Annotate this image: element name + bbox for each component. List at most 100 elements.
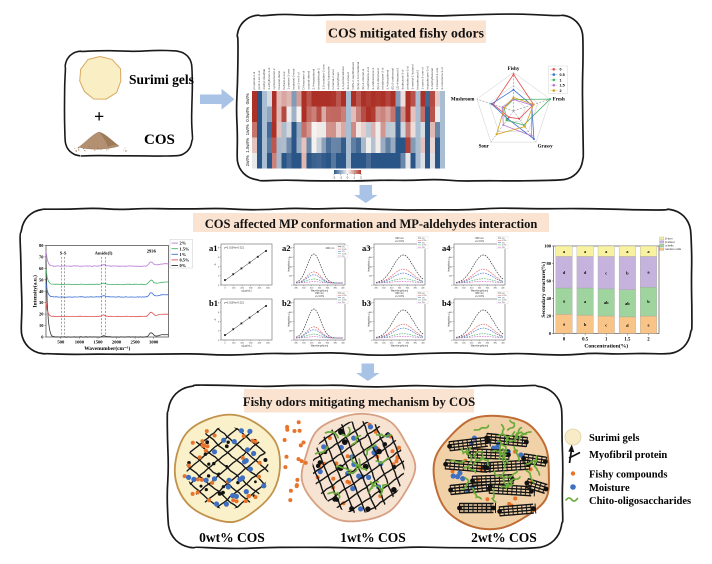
svg-text:b: b: [584, 322, 587, 327]
svg-text:300: 300: [302, 287, 306, 289]
svg-text:1wt%: 1wt%: [245, 124, 250, 135]
svg-text:0%: 0%: [502, 238, 505, 240]
svg-text:200: 200: [289, 331, 293, 333]
svg-text:0.5: 0.5: [560, 73, 565, 77]
svg-text:1.5: 1.5: [624, 338, 631, 343]
svg-text:2wt%: 2wt%: [245, 155, 250, 166]
svg-text:0.5%: 0.5%: [342, 249, 347, 251]
svg-text:b2: b2: [282, 298, 291, 308]
svg-text:0.5%: 0.5%: [422, 295, 427, 297]
svg-text:Wavelength(nm): Wavelength(nm): [391, 344, 409, 347]
svg-text:hexanal-diene: hexanal-diene: [277, 70, 281, 89]
svg-text:random coils: random coils: [665, 247, 681, 251]
svg-text:2: 2: [360, 176, 362, 180]
svg-text:0: 0: [218, 285, 220, 287]
svg-text:1.5%: 1.5%: [422, 300, 427, 302]
svg-text:200: 200: [369, 331, 373, 333]
svg-text:1.5%: 1.5%: [342, 254, 347, 256]
svg-text:3000: 3000: [149, 340, 159, 345]
svg-text:0.5%: 0.5%: [180, 258, 190, 263]
svg-text:cyclopentanol-2: cyclopentanol-2: [272, 68, 276, 89]
svg-text:6: 6: [218, 312, 220, 314]
svg-text:1%: 1%: [342, 251, 345, 253]
svg-text:1-hexanol-2-one: 1-hexanol-2-one: [435, 67, 439, 89]
svg-text:350 nm: 350 nm: [475, 291, 484, 295]
svg-text:a: a: [563, 249, 566, 254]
svg-text:y=0.0154x+0.021: y=0.0154x+0.021: [224, 246, 245, 250]
svg-text:340: 340: [318, 287, 322, 289]
svg-text:(Z)-4-heptenal-2: (Z)-4-heptenal-2: [396, 67, 400, 89]
svg-text:360: 360: [406, 287, 410, 289]
svg-text:360: 360: [326, 342, 330, 344]
svg-text:400: 400: [421, 287, 425, 289]
svg-text:80: 80: [39, 243, 44, 248]
svg-text:800: 800: [369, 248, 373, 250]
svg-text:Fishy odors mitigating mechani: Fishy odors mitigating mechanism by COS: [243, 395, 475, 409]
svg-text:Surimi gels: Surimi gels: [129, 72, 194, 87]
svg-text:0%: 0%: [422, 293, 425, 295]
svg-text:2wt% COS: 2wt% COS: [471, 530, 537, 545]
svg-text:a1: a1: [209, 243, 218, 253]
svg-text:0: 0: [549, 331, 552, 336]
svg-text:Moisture: Moisture: [589, 483, 630, 494]
svg-text:Intensity(a.u.): Intensity(a.u.): [368, 257, 371, 272]
svg-text:0.5%: 0.5%: [502, 240, 507, 242]
svg-text:20: 20: [547, 314, 552, 319]
svg-text:0: 0: [347, 176, 349, 180]
svg-text:Fishy: Fishy: [508, 67, 520, 72]
svg-text:600: 600: [369, 312, 373, 314]
svg-text:400: 400: [258, 288, 262, 290]
svg-text:100: 100: [232, 343, 236, 345]
svg-text:c(μg/mL): c(μg/mL): [241, 289, 251, 293]
svg-text:a: a: [626, 249, 629, 254]
svg-text:-1: -1: [339, 176, 342, 180]
svg-text:280: 280: [454, 287, 458, 289]
svg-text:a: a: [584, 249, 587, 254]
svg-text:800: 800: [449, 248, 453, 250]
svg-text:1.5: 1.5: [560, 84, 565, 88]
svg-text:0.5: 0.5: [582, 338, 589, 343]
svg-text:300: 300: [462, 342, 466, 344]
svg-text:70: 70: [39, 254, 44, 259]
svg-text:2%: 2%: [502, 247, 505, 249]
svg-text:380: 380: [414, 342, 418, 344]
svg-text:380: 380: [494, 287, 498, 289]
svg-text:280: 280: [374, 342, 378, 344]
svg-text:Wavenumber(cm⁻¹): Wavenumber(cm⁻¹): [84, 345, 130, 352]
svg-text:Wavelength(nm): Wavelength(nm): [311, 289, 329, 292]
svg-text:(E)-2-decenal-ol: (E)-2-decenal-ol: [376, 68, 380, 90]
svg-text:6: 6: [218, 257, 220, 259]
svg-text:3-methylbutanal: 3-methylbutanal: [430, 68, 434, 90]
svg-text:oct-1-en-3-ol: oct-1-en-3-ol: [297, 72, 301, 89]
svg-text:d: d: [563, 270, 566, 275]
svg-text:2936: 2936: [147, 248, 157, 253]
svg-text:+: +: [94, 107, 104, 127]
svg-text:ab: ab: [604, 300, 609, 305]
svg-text:Intensity(a.u.): Intensity(a.u.): [288, 257, 291, 272]
svg-text:320: 320: [470, 342, 474, 344]
svg-text:1.5%: 1.5%: [342, 300, 347, 302]
svg-text:D-limonene-ol: D-limonene-ol: [302, 70, 306, 89]
svg-text:1: 1: [560, 78, 562, 82]
svg-text:1-penten-3-one: 1-penten-3-one: [287, 69, 291, 90]
svg-text:2%: 2%: [180, 241, 187, 246]
svg-text:heptanal-2-enal: heptanal-2-enal: [292, 68, 296, 89]
svg-text:360: 360: [486, 342, 490, 344]
svg-text:(E)-2-undecenal: (E)-2-undecenal: [391, 68, 395, 90]
svg-text:8: 8: [218, 248, 220, 250]
svg-text:COS affected MP conformation a: COS affected MP conformation and MP-alde…: [205, 217, 538, 231]
svg-text:1%: 1%: [502, 297, 505, 299]
svg-text:200: 200: [449, 276, 453, 278]
svg-text:Intensity(a.u.): Intensity(a.u.): [448, 257, 451, 272]
svg-text:OOS-2-naphthalenol: OOS-2-naphthalenol: [351, 62, 355, 90]
svg-text:40: 40: [39, 289, 44, 294]
svg-text:2%: 2%: [422, 247, 425, 249]
svg-text:20: 20: [39, 312, 44, 317]
svg-text:330 nm: 330 nm: [395, 236, 404, 240]
svg-text:2,3-pentanedione: 2,3-pentanedione: [341, 66, 345, 90]
svg-text:340: 340: [398, 342, 402, 344]
svg-text:vs COS: vs COS: [475, 239, 484, 243]
svg-text:400: 400: [289, 266, 293, 268]
svg-text:200: 200: [369, 276, 373, 278]
svg-text:pentadecane-2-ol: pentadecane-2-ol: [406, 66, 410, 90]
